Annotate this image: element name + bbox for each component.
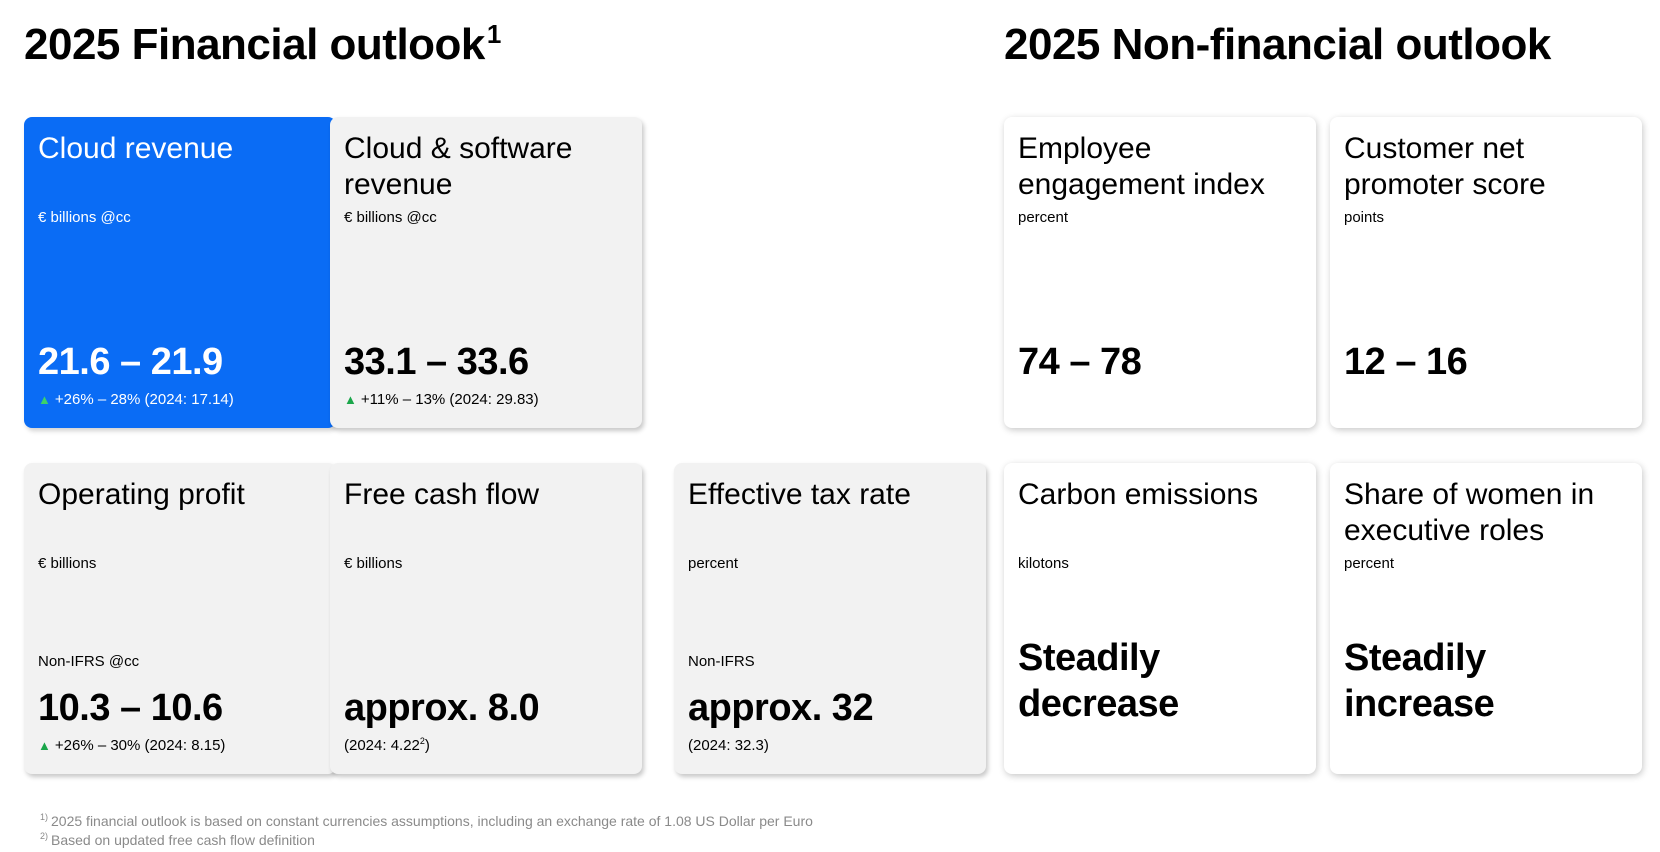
card-sublabel: Non-IFRS @cc xyxy=(38,653,140,670)
card-operating-profit: Operating profit € billions Non-IFRS @cc… xyxy=(24,463,336,774)
card-cloud-revenue: Cloud revenue € billions @cc 21.6 – 21.9… xyxy=(24,117,336,428)
card-unit: € billions xyxy=(344,555,403,572)
card-unit: percent xyxy=(688,555,739,572)
card-unit: percent xyxy=(1018,209,1069,226)
card-value: approx. 32 xyxy=(688,687,874,729)
card-value: 33.1 – 33.6 xyxy=(344,341,529,383)
card-title: Cloud & software revenue xyxy=(344,132,573,201)
card-value: Steadily decrease xyxy=(1018,637,1179,725)
card-note: ▲ +11% – 13% (2024: 29.83) xyxy=(344,391,539,409)
financial-outlook-heading-text: 2025 Financial outlook xyxy=(24,20,485,69)
card-sublabel: Non-IFRS xyxy=(688,653,755,670)
card-note-text: +26% – 30% (2024: 8.15) xyxy=(54,737,226,754)
card-value: 21.6 – 21.9 xyxy=(38,341,223,383)
card-note-text: +26% – 28% (2024: 17.14) xyxy=(54,391,234,408)
card-title: Customer net promoter score xyxy=(1344,132,1546,201)
footnote-text: Based on updated free cash flow definiti… xyxy=(51,832,315,848)
card-title: Effective tax rate xyxy=(688,478,911,511)
up-triangle-icon: ▲ xyxy=(38,392,51,407)
card-unit: points xyxy=(1344,209,1385,226)
card-note: ▲ +26% – 28% (2024: 17.14) xyxy=(38,391,234,409)
card-value: 10.3 – 10.6 xyxy=(38,687,223,729)
card-value: 74 – 78 xyxy=(1018,341,1142,383)
non-financial-outlook-heading: 2025 Non-financial outlook xyxy=(1004,20,1551,69)
up-triangle-icon: ▲ xyxy=(38,738,51,753)
card-value: Steadily increase xyxy=(1344,637,1495,725)
footnote-2: 2) Based on updated free cash flow defini… xyxy=(40,831,813,850)
up-triangle-icon: ▲ xyxy=(344,392,357,407)
card-title: Cloud revenue xyxy=(38,132,234,165)
card-note-end: ) xyxy=(424,737,430,754)
card-unit: € billions @cc xyxy=(38,209,131,226)
card-title: Carbon emissions xyxy=(1018,478,1259,511)
card-note: (2024: 32.3) xyxy=(688,737,769,754)
card-unit: kilotons xyxy=(1018,555,1069,572)
card-note-footnote-mark: 2 xyxy=(419,736,425,746)
card-note: (2024: 4.222) xyxy=(344,737,430,755)
card-cloud-software-revenue: Cloud & software revenue € billions @cc … xyxy=(330,117,642,428)
card-title: Operating profit xyxy=(38,478,245,511)
card-customer-nps: Customer net promoter score points 12 – … xyxy=(1330,117,1642,428)
card-unit: € billions @cc xyxy=(344,209,437,226)
card-note-text: +11% – 13% (2024: 29.83) xyxy=(360,391,539,408)
footnotes: 1) 2025 financial outlook is based on con… xyxy=(40,812,813,850)
footnote-mark: 2) xyxy=(40,831,49,842)
footnote-mark: 1) xyxy=(40,812,49,823)
footnote-text: 2025 financial outlook is based on const… xyxy=(51,813,813,829)
card-unit: percent xyxy=(1344,555,1395,572)
card-unit: € billions xyxy=(38,555,97,572)
financial-outlook-footnote-mark: 1 xyxy=(486,19,501,50)
card-value: approx. 8.0 xyxy=(344,687,540,729)
card-title: Employee engagement index xyxy=(1018,132,1265,201)
card-note-text: (2024: 4.22 xyxy=(344,737,420,754)
card-note: ▲ +26% – 30% (2024: 8.15) xyxy=(38,737,225,755)
card-free-cash-flow: Free cash flow € billions approx. 8.0 (2… xyxy=(330,463,642,774)
card-value: 12 – 16 xyxy=(1344,341,1468,383)
card-title: Share of women in executive roles xyxy=(1344,478,1595,547)
financial-outlook-heading: 2025 Financial outlook1 xyxy=(24,18,501,72)
card-carbon-emissions: Carbon emissions kilotons Steadily decre… xyxy=(1004,463,1316,774)
footnote-1: 1) 2025 financial outlook is based on con… xyxy=(40,812,813,831)
card-employee-engagement: Employee engagement index percent 74 – 7… xyxy=(1004,117,1316,428)
card-title: Free cash flow xyxy=(344,478,540,511)
card-effective-tax-rate: Effective tax rate percent Non-IFRS appr… xyxy=(674,463,986,774)
card-women-executive-roles: Share of women in executive roles percen… xyxy=(1330,463,1642,774)
